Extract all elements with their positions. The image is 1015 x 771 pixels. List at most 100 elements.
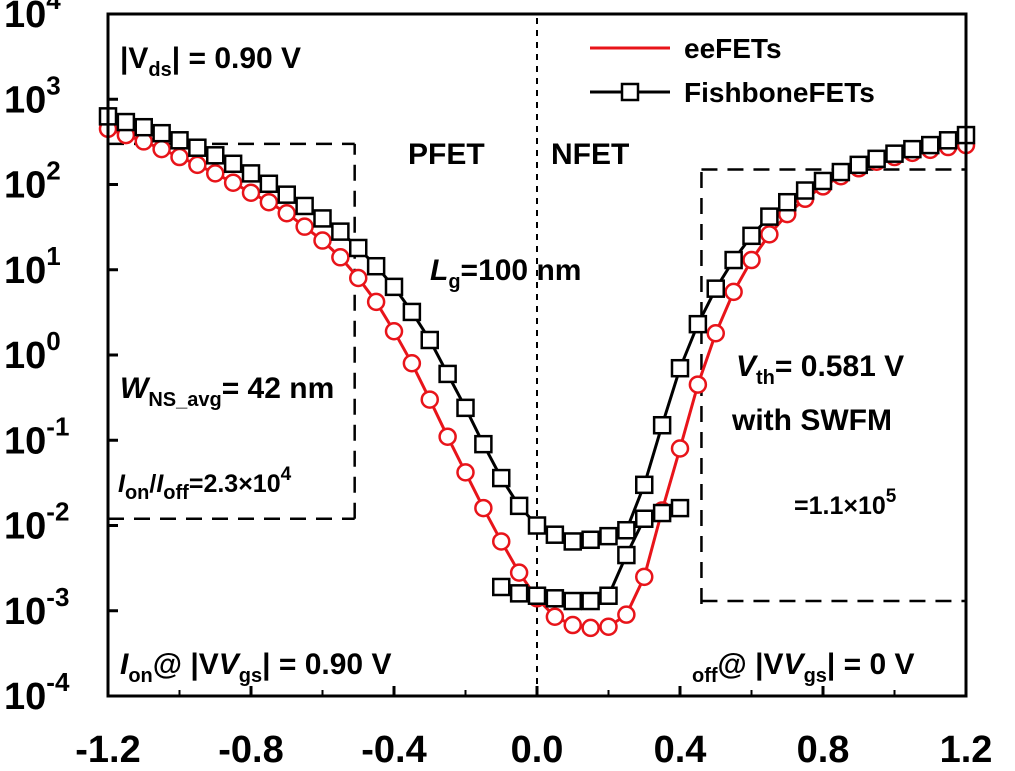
series-1-point-40 xyxy=(813,171,833,191)
legend-entry-square: FishboneFETs xyxy=(590,77,875,108)
series-0-point-32 xyxy=(670,439,690,458)
x-tick-label-0: -1.2 xyxy=(75,729,140,771)
on-current-condition: Ion@ |VVgs| = 0.90 V xyxy=(120,648,391,687)
series-1-point-42 xyxy=(849,155,868,175)
series-1-point-12 xyxy=(313,209,332,228)
x-axis-ticks: -1.2 -0.8 -0.4 0.0 0.4 0.8 1.2 xyxy=(75,686,992,771)
series-1-point-44 xyxy=(885,144,904,163)
y-tick-label-6: 10-2 xyxy=(4,497,69,548)
series-2-point-6 xyxy=(599,586,618,605)
series-0-point-37 xyxy=(760,225,779,244)
threshold-voltage-annotation: Vth= 0.581 V xyxy=(736,350,904,389)
series-0-point-33 xyxy=(688,375,708,394)
y-tick-label-7: 10-3 xyxy=(4,582,69,633)
nanosheet-width-annotation: WNS_avg= 42 nm xyxy=(120,372,334,411)
series-0-point-19 xyxy=(438,427,457,446)
series-1-point-4 xyxy=(170,131,189,150)
series-1-point-6 xyxy=(206,146,225,165)
series-1-point-36 xyxy=(742,226,761,246)
series-1-point-7 xyxy=(223,154,243,174)
legend-label-circle: eeFETs xyxy=(684,33,782,64)
series-2-point-4 xyxy=(563,591,582,611)
series-1-point-47 xyxy=(938,131,958,150)
vds-annotation: |Vds| = 0.90 V xyxy=(120,42,301,81)
series-1-point-13 xyxy=(331,222,350,241)
legend-entry-circle: eeFETs xyxy=(590,33,782,64)
x-tick-label-1: -0.8 xyxy=(218,729,283,771)
series-1-point-11 xyxy=(295,196,314,216)
series-1-point-41 xyxy=(831,162,851,182)
series-2-point-0 xyxy=(492,577,511,597)
series-1-point-39 xyxy=(795,181,815,200)
x-tick-label-2: -0.4 xyxy=(361,729,426,771)
y-axis-ticks: 104 103 102 101 100 10-1 10-2 10-3 10-4 xyxy=(4,0,118,718)
series-2-point-7 xyxy=(617,545,636,565)
series-2-point-3 xyxy=(545,589,565,608)
nfet-label: NFET xyxy=(551,138,629,171)
series-0-point-30 xyxy=(635,567,654,587)
series-1-point-46 xyxy=(921,135,940,155)
series-1-point-43 xyxy=(867,149,886,169)
series-0-point-36 xyxy=(742,250,761,270)
series-0-point-8 xyxy=(241,183,261,203)
series-1-point-20 xyxy=(456,398,475,418)
series-0-point-29 xyxy=(617,605,636,624)
on-off-ratio-left: Ion/Ioff=2.3×104 xyxy=(118,464,292,504)
series-0-point-20 xyxy=(456,463,475,482)
series-0-point-26 xyxy=(563,615,582,635)
y-tick-label-8: 10-4 xyxy=(4,667,70,718)
series-1-point-18 xyxy=(420,330,439,350)
series-1-point-24 xyxy=(527,516,547,535)
series-1-point-5 xyxy=(188,138,207,157)
series-1-point-33 xyxy=(688,314,708,334)
series-0-point-15 xyxy=(366,292,386,312)
y-tick-label-1: 103 xyxy=(4,70,61,121)
series-2-point-2 xyxy=(527,586,547,605)
series-1-point-23 xyxy=(509,496,529,516)
series-0-point-23 xyxy=(509,563,529,582)
series-0-point-10 xyxy=(277,203,296,223)
series-1-point-25 xyxy=(545,525,565,544)
series-1-point-26 xyxy=(563,532,582,551)
series-0-point-7 xyxy=(223,173,243,192)
series-0-point-9 xyxy=(259,192,279,212)
y-tick-label-4: 100 xyxy=(4,326,61,377)
series-1-point-1 xyxy=(116,112,136,132)
x-tick-label-5: 0.8 xyxy=(797,729,850,771)
series-1-point-2 xyxy=(134,117,153,137)
legend: eeFETs FishboneFETs xyxy=(590,33,875,108)
series-1-point-28 xyxy=(599,526,618,546)
x-tick-label-3: 0.0 xyxy=(511,729,564,771)
series-1-point-32 xyxy=(670,358,690,378)
series-1-point-10 xyxy=(277,185,296,204)
series-0-point-34 xyxy=(706,323,725,343)
legend-marker-square xyxy=(620,82,640,102)
series-0-point-13 xyxy=(331,248,350,267)
y-tick-label-2: 102 xyxy=(4,156,61,207)
series-0-point-18 xyxy=(420,390,439,409)
series-1-point-45 xyxy=(903,139,922,159)
series-2-point-1 xyxy=(509,584,529,603)
series-1-point-15 xyxy=(366,256,386,276)
series-0-point-17 xyxy=(402,354,422,373)
series-1-point-35 xyxy=(724,250,743,270)
series-0-point-11 xyxy=(295,217,314,236)
series-1-point-30 xyxy=(635,475,654,495)
series-1-point-8 xyxy=(241,164,261,183)
legend-label-square: FishboneFETs xyxy=(684,77,875,108)
series-0-point-28 xyxy=(599,617,618,636)
series-0-point-3 xyxy=(152,139,171,159)
series-1-point-29 xyxy=(617,520,636,540)
y-tick-label-5: 10-1 xyxy=(4,411,69,462)
x-tick-label-4: 0.4 xyxy=(654,729,707,771)
off-current-condition: off@ |VVgs| = 0 V xyxy=(692,648,915,687)
series-0-point-12 xyxy=(313,231,332,250)
series-0-point-22 xyxy=(492,532,511,551)
gate-length-annotation: Lg=100 nm xyxy=(430,254,581,293)
series-1-point-21 xyxy=(474,434,493,454)
series-1-point-22 xyxy=(492,468,511,488)
series-1-point-9 xyxy=(259,174,279,194)
series-2-point-9 xyxy=(652,503,672,523)
series-2-point-8 xyxy=(635,509,654,528)
series-2-point-10 xyxy=(670,498,690,518)
